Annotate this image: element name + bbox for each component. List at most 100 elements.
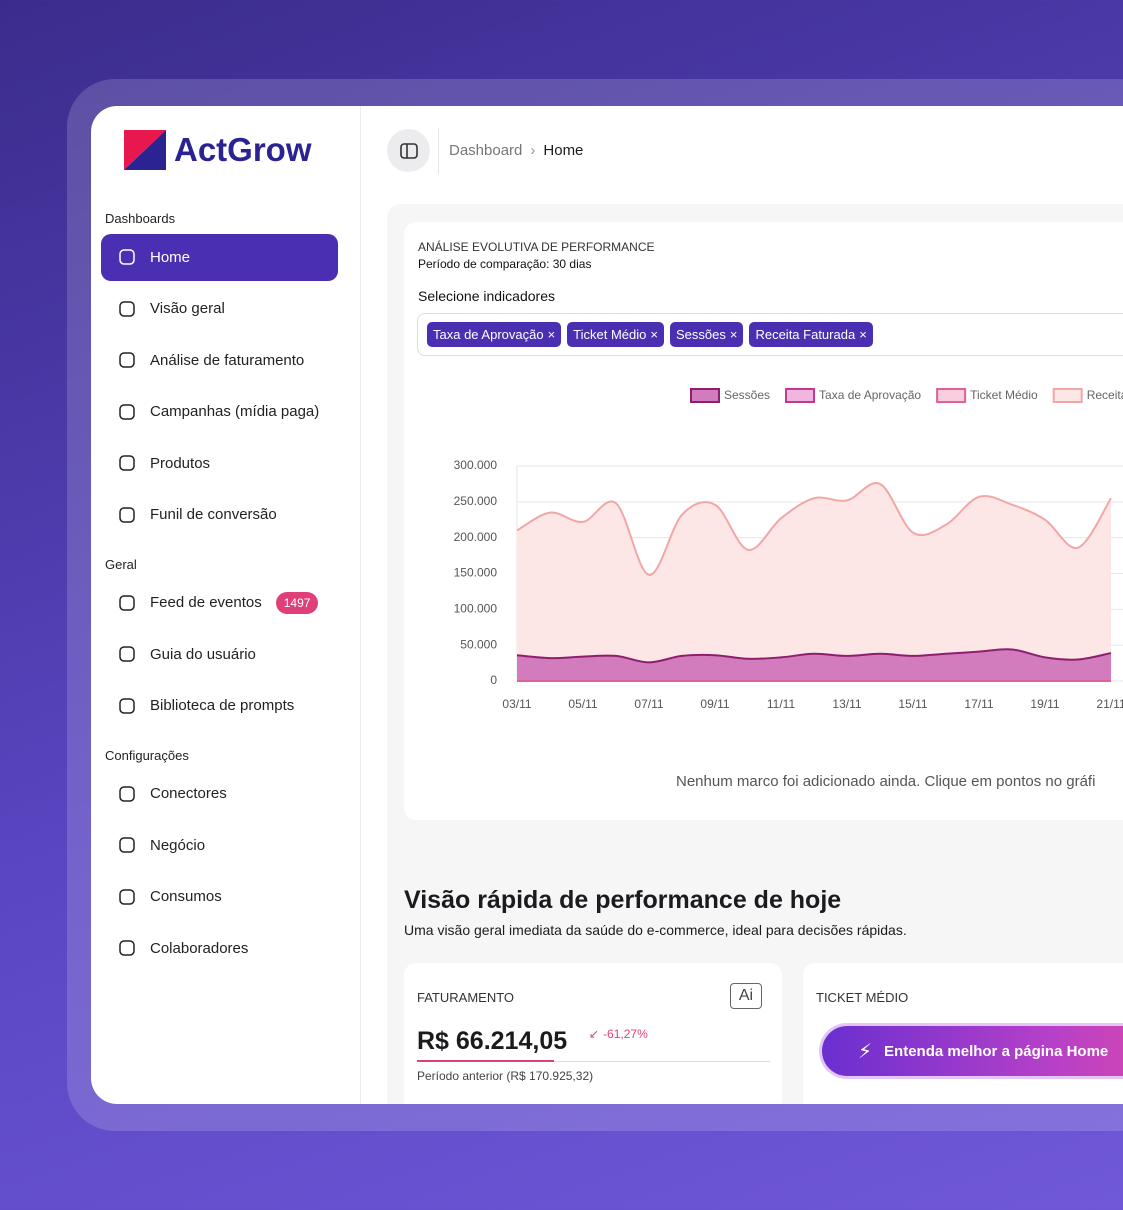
- chip-remove[interactable]: ×: [650, 327, 658, 342]
- breadcrumb-link[interactable]: Dashboard: [449, 142, 523, 159]
- area: [517, 482, 1111, 681]
- card-subtitle: Período de comparação: 30 dias: [418, 257, 592, 271]
- nav-item[interactable]: Visão geral: [91, 283, 360, 335]
- legend-label: Taxa de Aprovação: [819, 388, 921, 402]
- nav-icon: [119, 352, 135, 368]
- chip-label: Receita Faturada: [755, 327, 856, 342]
- nav-icon: [119, 837, 135, 853]
- section-title: Visão rápida de performance de hoje: [404, 886, 842, 914]
- line: [516, 648, 1112, 664]
- divider: [438, 128, 439, 174]
- sidebar-toggle[interactable]: [387, 129, 430, 172]
- breadcrumb-current: Home: [543, 142, 584, 159]
- app-window: ActGrow Dashboards Home Visão geral Análise…: [91, 106, 1123, 1104]
- nav-item[interactable]: Guia do usuário: [91, 629, 360, 681]
- legend-label: Sessões: [724, 388, 770, 402]
- nav-label: Guia do usuário: [150, 645, 256, 663]
- nav-item[interactable]: Home: [91, 232, 360, 284]
- assistant-button[interactable]: ⚡ Entenda melhor a página Home: [822, 1026, 1123, 1076]
- chip-label: Ticket Médio: [573, 327, 647, 342]
- nav-item[interactable]: Biblioteca de prompts: [91, 680, 360, 732]
- kpi-change: ↙ -61,27%: [589, 1027, 648, 1041]
- nav-label: Análise de faturamento: [150, 351, 305, 369]
- card-title: ANÁLISE EVOLUTIVA DE PERFORMANCE: [418, 240, 655, 254]
- kpi-label: FATURAMENTO: [417, 990, 515, 1005]
- chip-label: Sessões: [675, 327, 726, 342]
- nav-icon: [119, 507, 135, 523]
- x-tick-label: 13/11: [832, 697, 861, 711]
- nav-item[interactable]: Negócio: [91, 820, 360, 872]
- nav-icon: [119, 595, 135, 611]
- nav-icon: [119, 786, 135, 802]
- legend-swatch: [785, 388, 816, 403]
- kpi-label: TICKET MÉDIO: [816, 990, 909, 1005]
- nav-icon: [119, 889, 135, 905]
- chip[interactable]: Receita Faturada ×: [749, 322, 873, 347]
- x-tick-label: 19/11: [1030, 697, 1059, 711]
- nav-item[interactable]: Consumos: [91, 871, 360, 923]
- y-tick-label: 250.000: [454, 494, 498, 508]
- spark-icon: ⚡: [858, 1040, 873, 1063]
- nav-label: Campanhas (mídia paga): [150, 403, 320, 421]
- breadcrumb: Dashboard › Home: [449, 142, 583, 159]
- badge: 1497: [275, 591, 319, 614]
- y-tick-label: 100.000: [454, 602, 498, 616]
- line: [516, 482, 1112, 576]
- nav-item[interactable]: Feed de eventos 1497: [91, 577, 360, 629]
- kpi-previous: Período anterior (R$ 170.925,32): [417, 1069, 594, 1083]
- nav-item[interactable]: Produtos: [91, 438, 360, 490]
- nav-item[interactable]: Colaboradores: [91, 923, 360, 975]
- x-tick-label: 07/11: [634, 697, 663, 711]
- nav-label: Produtos: [150, 454, 211, 472]
- kpi-value: R$ 66.214,05: [417, 1027, 568, 1055]
- x-tick-label: 15/11: [898, 697, 927, 711]
- nav-label: Biblioteca de prompts: [150, 697, 295, 715]
- chip-remove[interactable]: ×: [729, 327, 738, 342]
- section-title: Configurações: [105, 747, 189, 763]
- section-title: Dashboards: [105, 211, 176, 226]
- nav-label: Conectores: [150, 785, 227, 803]
- section-title: Geral: [105, 556, 137, 572]
- chip[interactable]: Ticket Médio ×: [567, 322, 664, 347]
- nav-label: Home: [150, 248, 191, 266]
- chip[interactable]: Taxa de Aprovação ×: [427, 322, 562, 347]
- indicator-select[interactable]: Taxa de Aprovação × Ticket Médio × Sessões × R…: [417, 313, 1123, 356]
- nav-item[interactable]: Campanhas (mídia paga): [91, 386, 360, 438]
- x-tick-label: 17/11: [964, 697, 993, 711]
- nav-item[interactable]: Conectores: [91, 768, 360, 820]
- chip-label: Taxa de Aprovação: [433, 327, 544, 342]
- nav-icon: [119, 455, 135, 471]
- sidebar: ActGrow Dashboards Home Visão geral Análise…: [91, 106, 361, 1104]
- x-tick-label: 03/11: [502, 697, 531, 711]
- brand-name: ActGrow: [174, 131, 312, 168]
- selector-label: Selecione indicadores: [418, 288, 555, 304]
- kpi-progress: [417, 1060, 554, 1062]
- chip-remove[interactable]: ×: [547, 327, 556, 342]
- nav-label: Negócio: [150, 836, 206, 854]
- y-tick-label: 150.000: [454, 566, 498, 580]
- x-tick-label: 21/11: [1096, 697, 1123, 711]
- nav-icon: [119, 301, 135, 317]
- empty-note: Nenhum marco foi adicionado ainda. Cliqu…: [676, 773, 1096, 790]
- chart-card: ANÁLISE EVOLUTIVA DE PERFORMANCE Período…: [404, 222, 1123, 820]
- kpi-track: [417, 1061, 770, 1062]
- legend-swatch: [936, 388, 967, 403]
- nav-item[interactable]: Análise de faturamento: [91, 335, 360, 387]
- legend-label: Ticket Médio: [970, 388, 1038, 402]
- logo[interactable]: ActGrow: [124, 130, 312, 170]
- breadcrumb-sep: ›: [530, 142, 536, 159]
- chip-remove[interactable]: ×: [859, 327, 867, 342]
- ai-icon[interactable]: Ai: [730, 983, 762, 1009]
- kpi-change-value: -61,27%: [603, 1027, 648, 1041]
- toggle-icon: [399, 142, 418, 159]
- assistant-label: Entenda melhor a página Home: [884, 1042, 1109, 1060]
- x-tick-label: 09/11: [700, 697, 729, 711]
- y-tick-label: 50.000: [460, 637, 497, 651]
- nav-item[interactable]: Funil de conversão: [91, 489, 360, 541]
- legend-swatch: [690, 388, 720, 403]
- nav-icon: [119, 404, 135, 420]
- down-arrow: ↙: [589, 1027, 600, 1041]
- chip[interactable]: Sessões ×: [669, 322, 744, 347]
